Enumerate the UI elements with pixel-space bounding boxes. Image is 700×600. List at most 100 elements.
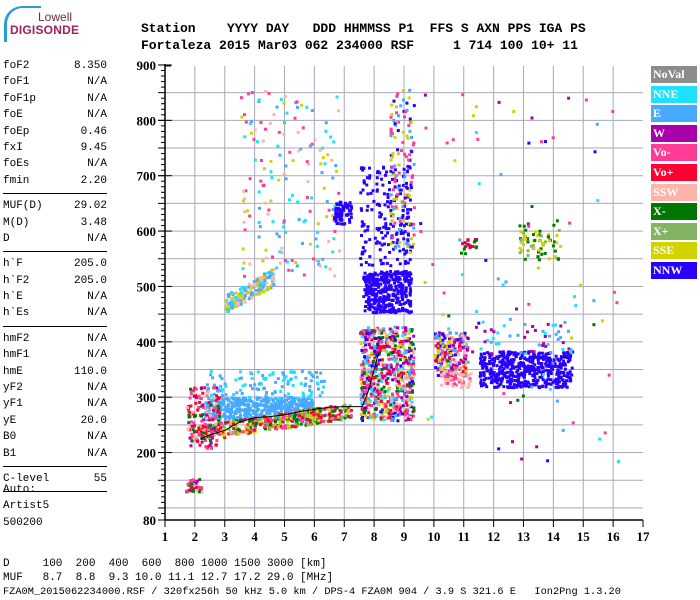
- echo-point-voplus: [188, 411, 192, 415]
- echo-point-nne: [324, 265, 328, 269]
- echo-point-sse: [458, 366, 462, 370]
- echo-point-e: [282, 373, 286, 377]
- echo-point-ssw: [187, 490, 191, 494]
- echo-point-xplus: [519, 238, 523, 242]
- echo-point-nnw: [563, 362, 567, 366]
- echo-point-nnw: [378, 171, 382, 175]
- echo-point-voplus: [311, 410, 315, 414]
- echo-point-e: [239, 302, 243, 306]
- echo-point-ssw: [366, 341, 370, 344]
- auto-label: Auto:: [3, 484, 37, 496]
- echo-point-nnw: [400, 295, 404, 299]
- echo-point-sse: [410, 237, 413, 241]
- echo-point-nnw: [558, 385, 562, 388]
- echo-point-e: [278, 401, 282, 405]
- echo-point-nnw: [549, 361, 552, 365]
- echo-point-ssw: [313, 138, 317, 142]
- echo-point-e: [220, 377, 224, 381]
- echo-point-nnw: [396, 129, 400, 132]
- echo-point-nnw: [562, 359, 566, 363]
- echo-point-e: [458, 238, 462, 242]
- echo-point-sse: [346, 410, 350, 414]
- echo-point-e: [408, 370, 412, 374]
- echo-point-nnw: [537, 368, 541, 372]
- echo-point-vominus: [438, 374, 442, 378]
- echo-point-e: [301, 241, 304, 245]
- divider: [3, 491, 107, 493]
- echo-point-nnw: [531, 357, 535, 360]
- echo-point-voplus: [397, 373, 401, 377]
- echo-point-nnw: [383, 277, 387, 281]
- echo-point-nnw: [384, 234, 388, 238]
- echo-point-sse: [533, 230, 537, 234]
- echo-point-nnw: [527, 351, 531, 355]
- echo-point-nne: [394, 414, 398, 418]
- echo-point-w: [561, 341, 565, 345]
- echo-point-e: [412, 360, 416, 363]
- echo-point-vominus: [209, 445, 213, 449]
- echo-point-voplus: [444, 351, 448, 355]
- echo-point-e: [334, 164, 338, 168]
- echo-point-nne: [248, 122, 252, 125]
- echo-point-nnw: [405, 216, 409, 220]
- echo-point-e: [258, 283, 262, 287]
- echo-point-nnw: [484, 376, 488, 380]
- echo-point-voplus: [384, 405, 388, 409]
- echo-point-xminus: [553, 240, 556, 244]
- echo-point-nnw: [559, 366, 563, 370]
- echo-point-vominus: [454, 366, 458, 370]
- echo-point-nnw: [409, 277, 413, 281]
- echo-point-e: [215, 417, 219, 421]
- echo-point-e: [563, 320, 567, 324]
- echo-point-nnw: [394, 278, 398, 282]
- echo-point-nnw: [540, 370, 543, 374]
- echo-point-nnw: [546, 459, 550, 463]
- echo-point-e: [263, 408, 267, 412]
- echo-point-vominus: [390, 165, 394, 169]
- echo-point-nnw: [404, 270, 408, 273]
- echo-point-e: [250, 119, 253, 123]
- echo-point-e: [210, 400, 214, 403]
- echo-point-nnw: [391, 306, 395, 310]
- echo-point-nnw: [396, 238, 400, 242]
- echo-point-nne: [256, 370, 260, 374]
- echo-point-nnw: [397, 184, 401, 188]
- echo-point-ssw: [445, 361, 448, 365]
- echo-point-xminus: [280, 412, 284, 416]
- echo-point-nnw: [565, 379, 568, 383]
- echo-point-e: [595, 122, 599, 126]
- echo-point-ssw: [469, 372, 473, 376]
- echo-point-nne: [430, 415, 434, 419]
- echo-point-e: [246, 407, 250, 411]
- echo-point-e: [537, 343, 541, 347]
- echo-point-nnw: [372, 306, 376, 310]
- echo-point-vominus: [204, 445, 208, 449]
- echo-point-nne: [231, 292, 235, 296]
- echo-point-nnw: [398, 340, 402, 344]
- echo-point-e: [378, 329, 382, 333]
- echo-point-nnw: [547, 382, 551, 386]
- echo-point-nnw: [341, 208, 345, 212]
- echo-point-e: [290, 404, 294, 408]
- echo-point-ssw: [253, 283, 257, 287]
- echo-point-nnw: [364, 291, 368, 295]
- echo-point-xplus: [304, 411, 308, 415]
- echo-point-vominus: [229, 424, 233, 428]
- echo-point-nnw: [386, 196, 390, 199]
- divider: [3, 325, 107, 327]
- echo-point-voplus: [374, 350, 378, 354]
- echo-point-nnw: [367, 278, 371, 282]
- echo-point-e: [448, 331, 452, 335]
- echo-point-nnw: [505, 365, 509, 369]
- echo-point-e: [302, 411, 306, 415]
- echo-point-e: [266, 401, 270, 404]
- echo-point-sse: [285, 416, 289, 419]
- echo-point-sse: [308, 414, 312, 418]
- echo-point-sse: [519, 240, 523, 244]
- echo-point-w: [394, 331, 398, 335]
- echo-point-vominus: [283, 259, 287, 262]
- echo-point-nnw: [485, 362, 489, 366]
- echo-point-nnw: [408, 245, 412, 249]
- echo-point-nnw: [337, 208, 341, 212]
- echo-point-xminus: [389, 351, 393, 355]
